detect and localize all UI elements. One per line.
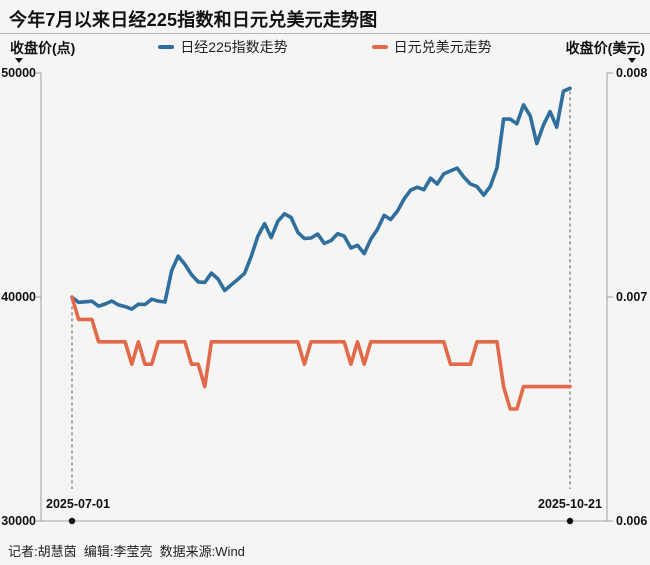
legend-item-jpyusd: 日元兑美元走势 — [371, 37, 492, 57]
jpyusd-line — [70, 295, 572, 411]
right-axis-tick-0007: 0.007 — [616, 290, 648, 304]
jpyusd-line-swatch-icon — [371, 45, 388, 49]
legend-item-nikkei: 日经225指数走势 — [158, 37, 288, 57]
left-axis-tick-50000: 50000 — [1, 66, 36, 80]
right-axis-tick-0006: 0.006 — [616, 514, 648, 528]
chart-title: 今年7月以来日经225指数和日元兑美元走势图 — [9, 10, 378, 30]
end-date-dot — [566, 517, 574, 525]
legend: 日经225指数走势 日元兑美元走势 — [0, 36, 650, 58]
left-axis-tick-40000: 40000 — [1, 290, 36, 304]
jpyusd-legend-label: 日元兑美元走势 — [393, 39, 492, 55]
title-divider — [0, 33, 650, 34]
right-axis-tick-0008: 0.008 — [616, 66, 648, 80]
right-axis-down-triangle-icon — [628, 58, 636, 63]
x-axis-start-date: 2025-07-01 — [46, 497, 110, 511]
x-axis-end-date: 2025-10-21 — [538, 497, 602, 511]
right-axis-title: 收盘价(美元) — [565, 40, 645, 56]
left-axis-down-triangle-icon — [15, 58, 23, 63]
nikkei-line-swatch-icon — [158, 45, 175, 49]
left-axis-tick-30000: 30000 — [1, 514, 36, 528]
credits: 记者:胡慧茵 编辑:李莹亮 数据来源:Wind — [8, 544, 245, 559]
start-date-dot — [68, 517, 76, 525]
left-axis-title: 收盘价(点) — [10, 40, 76, 56]
nikkei-line — [70, 86, 572, 311]
nikkei-legend-label: 日经225指数走势 — [180, 39, 288, 55]
